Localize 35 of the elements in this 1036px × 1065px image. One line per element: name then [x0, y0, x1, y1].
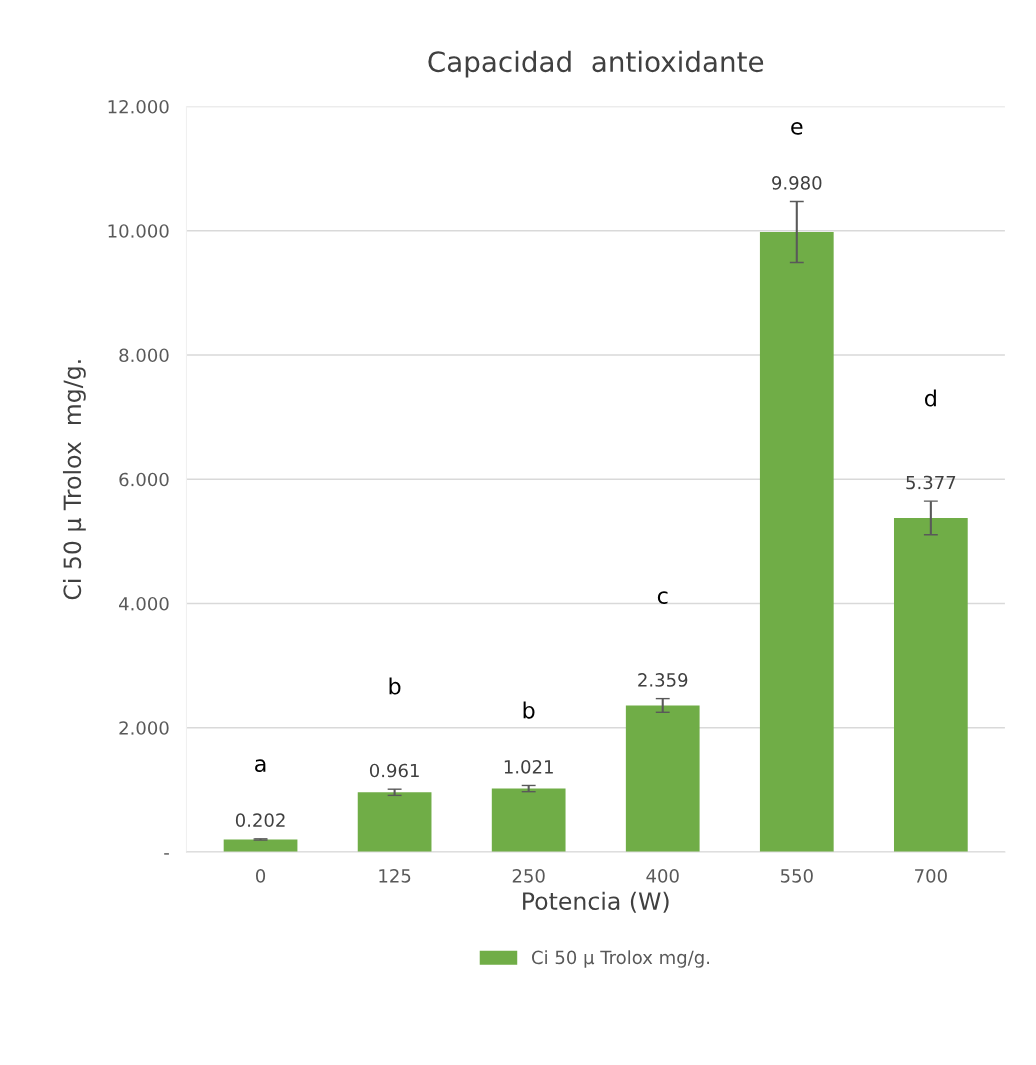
- y-tick-label: 6.000: [119, 472, 169, 487]
- chart-title: Capacidad antioxidante: [428, 50, 764, 78]
- annotation: c: [657, 591, 668, 605]
- y-tick-label: 2.000: [119, 721, 169, 735]
- data-label: 1.021: [504, 759, 553, 774]
- bar: [625, 705, 700, 852]
- y-tick-label: 4.000: [119, 596, 169, 611]
- y-tick-label: 8.000: [119, 348, 169, 363]
- y-tick-label: 12.000: [108, 99, 169, 114]
- y-tick-label: -: [164, 853, 169, 855]
- data-label: 9.980: [772, 176, 822, 190]
- x-tick-label: 700: [915, 868, 947, 883]
- annotation: b: [523, 701, 535, 719]
- x-tick-label: 125: [379, 868, 411, 883]
- data-label: 0.961: [369, 763, 419, 778]
- legend-label: Ci 50 µ Trolox mg/g.: [532, 950, 710, 968]
- data-label: 2.359: [638, 673, 688, 687]
- annotation: a: [255, 759, 266, 773]
- y-tick-label: 10.000: [108, 224, 169, 238]
- x-tick-label: 250: [512, 868, 545, 883]
- annotation: d: [925, 389, 936, 407]
- data-label: 0.202: [235, 813, 285, 827]
- y-axis-title: Ci 50 µ Trolox mg/g.: [62, 360, 86, 600]
- bar: [223, 839, 298, 852]
- x-tick-label: 400: [646, 868, 679, 883]
- bar: [759, 231, 834, 852]
- x-axis-title: Potencia (W): [523, 891, 669, 913]
- bar: [893, 517, 968, 852]
- data-label: 5.377: [906, 475, 956, 490]
- x-tick-label: 0: [256, 868, 266, 883]
- annotation: e: [791, 121, 803, 135]
- bar: [491, 788, 566, 852]
- bar: [357, 792, 432, 852]
- annotation: b: [389, 677, 401, 695]
- x-tick-label: 550: [780, 868, 813, 883]
